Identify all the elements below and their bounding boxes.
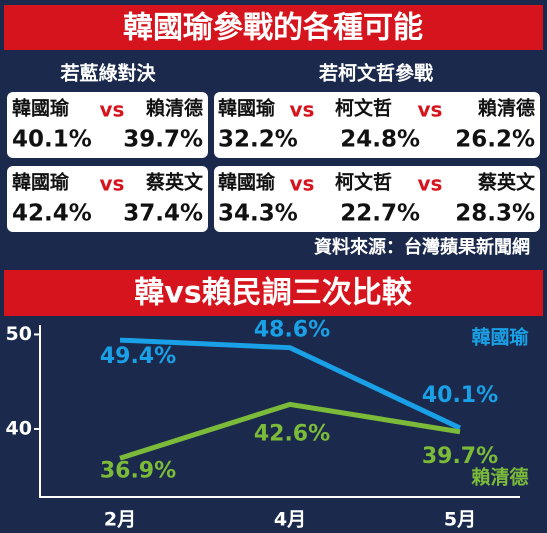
vs-label: vs [418,172,443,196]
axis-frame [39,325,520,498]
scenario-label: 若柯文哲參戰 [319,62,433,85]
candidate-name: 賴清德 [146,97,203,120]
data-label: 42.6% [254,421,330,446]
vs-label: vs [100,172,125,196]
vs-label: vs [290,172,315,196]
x-tick-label: 5月 [444,509,476,531]
source: 資料來源：台灣蘋果新聞網 [314,236,530,258]
candidate-name: 韓國瑜 [12,97,70,120]
percentage: 32.2% [218,127,298,153]
legend-label: 賴清德 [471,466,528,489]
x-tick-label: 4月 [274,509,306,531]
chart-title: 韓vs賴民調三次比較 [134,276,412,311]
y-tick-label: 50 [6,323,32,345]
percentage: 22.7% [340,201,420,227]
candidate-name: 賴清德 [478,97,535,120]
candidate-name: 柯文哲 [335,171,392,194]
percentage: 28.3% [455,201,535,227]
x-tick-label: 2月 [104,509,136,531]
data-label: 40.1% [422,383,498,408]
data-label: 49.4% [100,344,176,369]
candidate-name: 蔡英文 [478,171,536,194]
title-banner [4,5,543,50]
vs-label: vs [100,98,125,122]
result-box [7,166,208,232]
candidate-name: 韓國瑜 [218,171,276,194]
series-line [119,401,461,461]
vs-label: vs [418,98,443,122]
percentage: 40.1% [12,127,92,153]
legend-label: 韓國瑜 [471,326,529,349]
candidate-name: 蔡英文 [146,171,204,194]
data-label: 36.9% [100,458,176,483]
title: 韓國瑜參戰的各種可能 [123,11,423,46]
chart-banner [4,270,543,316]
scenario-label: 若藍綠對決 [60,62,156,85]
result-box [7,92,208,158]
candidate-name: 韓國瑜 [12,171,70,194]
data-label: 48.6% [254,318,330,343]
result-box [214,166,540,232]
percentage: 37.4% [123,201,203,227]
percentage: 42.4% [12,201,92,227]
result-box [214,92,540,158]
data-label: 39.7% [422,444,498,469]
percentage: 26.2% [455,127,535,153]
percentage: 24.8% [340,127,420,153]
percentage: 34.3% [218,201,298,227]
percentage: 39.7% [123,127,203,153]
vs-label: vs [290,98,315,122]
candidate-name: 韓國瑜 [218,97,276,120]
series-line [119,337,462,431]
y-tick-label: 40 [6,417,32,439]
candidate-name: 柯文哲 [335,97,392,120]
